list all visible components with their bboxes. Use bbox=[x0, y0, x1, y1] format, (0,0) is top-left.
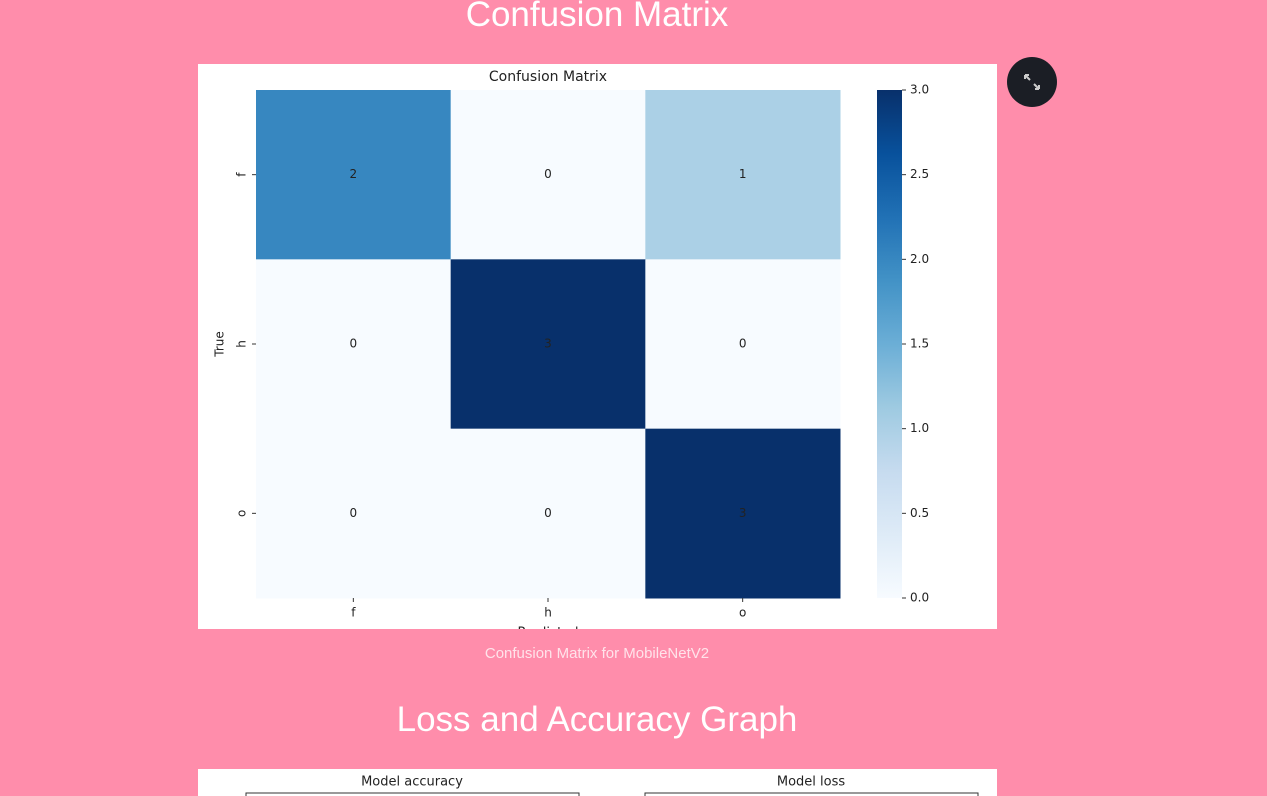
cell-label: 0 bbox=[544, 167, 552, 181]
cell-label: 2 bbox=[350, 167, 358, 181]
colorbar-tick-label: 1.0 bbox=[910, 421, 929, 435]
heading: Loss and Accuracy Graph bbox=[397, 700, 798, 739]
heatmap-image: Confusion Matrix 2 0 1 0 3 0 0 0 3 f h o f h o Predicted… bbox=[198, 64, 997, 641]
heatmap-cell bbox=[645, 428, 841, 599]
colorbar-tick-label: 1.5 bbox=[910, 337, 929, 351]
y-tick-label: o bbox=[235, 510, 249, 517]
heatmap-cell bbox=[256, 90, 452, 260]
cell-label: 0 bbox=[350, 506, 358, 520]
x-axis-label: Predicted bbox=[517, 626, 578, 641]
caption: Confusion Matrix for MobileNetV2 bbox=[485, 645, 709, 662]
y-axis-label: True bbox=[213, 331, 227, 358]
expand-button[interactable] bbox=[1007, 57, 1057, 107]
heatmap-cell bbox=[450, 90, 646, 260]
colorbar-tick-label: 2.0 bbox=[910, 252, 929, 266]
x-tick-label: h bbox=[544, 606, 552, 620]
x-tick-label: o bbox=[739, 606, 746, 620]
colorbar-tick-label: 2.5 bbox=[910, 167, 929, 181]
chart-title: Confusion Matrix bbox=[489, 69, 607, 85]
heading: Confusion Matrix bbox=[466, 0, 729, 34]
y-tick-label: f bbox=[235, 172, 249, 177]
cell-label: 0 bbox=[739, 337, 747, 351]
colorbar bbox=[877, 90, 902, 598]
cell-label: 0 bbox=[544, 506, 552, 520]
heatmap-cell bbox=[256, 259, 452, 430]
cell-label: 3 bbox=[739, 506, 747, 520]
x-tick-label: f bbox=[351, 606, 356, 620]
colorbar-tick-label: 0.0 bbox=[910, 591, 929, 605]
heatmap-cell bbox=[450, 259, 646, 430]
y-tick-label: h bbox=[235, 340, 249, 348]
cell-label: 1 bbox=[739, 167, 747, 181]
heatmap-cell bbox=[256, 428, 452, 599]
graph-title: Model loss bbox=[777, 775, 846, 790]
heatmap-cell bbox=[645, 90, 841, 260]
heatmap-cell bbox=[645, 259, 841, 430]
heatmap-cell bbox=[450, 428, 646, 599]
cell-label: 0 bbox=[350, 337, 358, 351]
colorbar-tick-label: 3.0 bbox=[910, 83, 929, 97]
cell-label: 3 bbox=[544, 337, 552, 351]
colorbar-tick-label: 0.5 bbox=[910, 506, 929, 520]
graph-title: Model accuracy bbox=[361, 775, 463, 790]
graph-image: Model accuracy Model loss bbox=[198, 769, 997, 796]
